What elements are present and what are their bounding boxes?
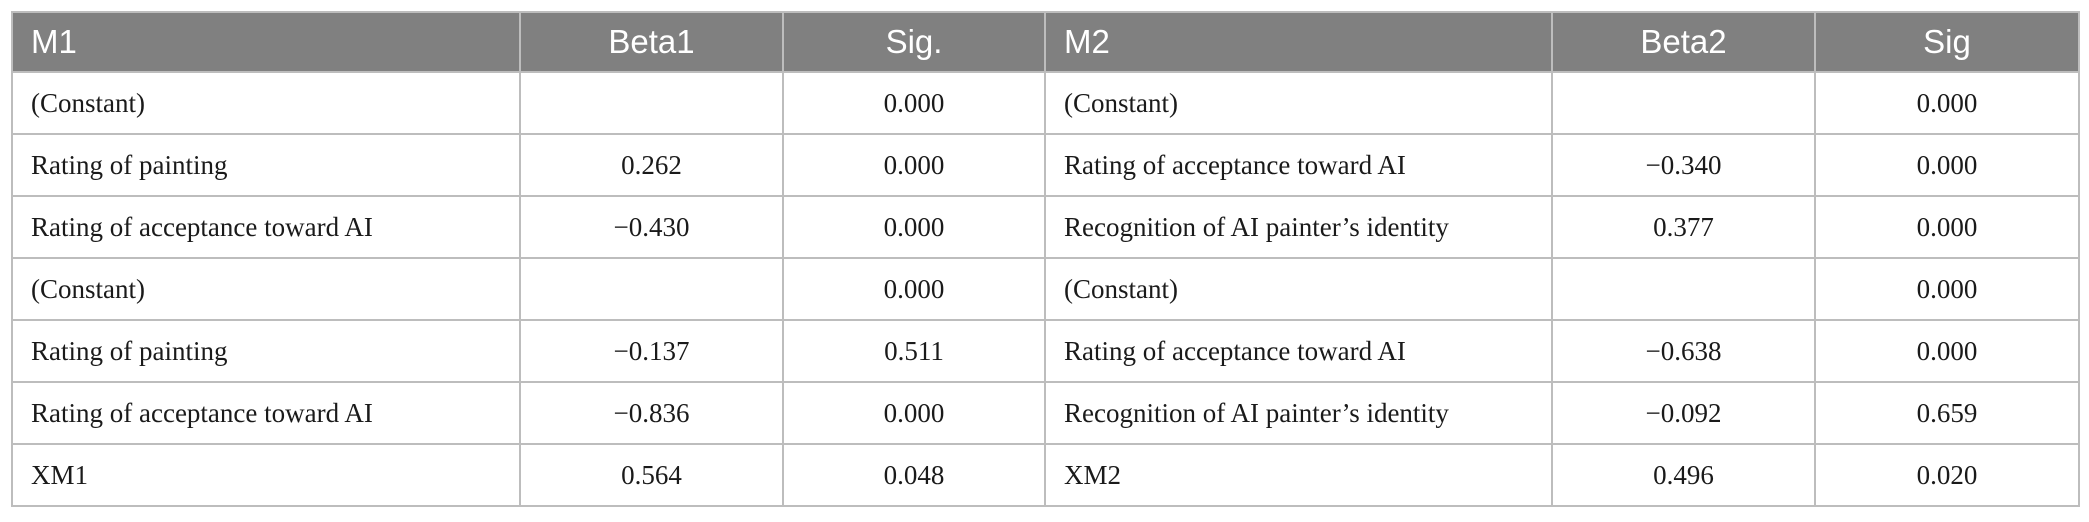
cell-beta1	[519, 71, 784, 135]
table-body: (Constant) 0.000 (Constant) 0.000 Rating…	[11, 71, 2080, 507]
cell-sig2: 0.659	[1814, 381, 2080, 445]
regression-table: M1 Beta1 Sig. M2 Beta2 Sig (Constant) 0.…	[11, 11, 2080, 507]
table-row: Rating of acceptance toward AI −0.836 0.…	[11, 381, 2080, 445]
cell-m2-variable: Recognition of AI painter’s identity	[1044, 195, 1553, 259]
header-sig1: Sig.	[782, 11, 1046, 73]
cell-m1-variable: Rating of acceptance toward AI	[11, 195, 521, 259]
table-row: Rating of acceptance toward AI −0.430 0.…	[11, 195, 2080, 259]
cell-m1-variable: Rating of painting	[11, 319, 521, 383]
cell-m2-variable: XM2	[1044, 443, 1553, 507]
table-row: Rating of painting 0.262 0.000 Rating of…	[11, 133, 2080, 197]
cell-beta1	[519, 257, 784, 321]
cell-sig2: 0.000	[1814, 133, 2080, 197]
header-sig2: Sig	[1814, 11, 2080, 73]
cell-sig1: 0.048	[782, 443, 1046, 507]
cell-sig1: 0.000	[782, 381, 1046, 445]
cell-beta1: 0.262	[519, 133, 784, 197]
regression-table-container: M1 Beta1 Sig. M2 Beta2 Sig (Constant) 0.…	[11, 11, 2080, 507]
cell-sig2: 0.000	[1814, 257, 2080, 321]
cell-beta2: 0.496	[1551, 443, 1816, 507]
cell-beta2	[1551, 71, 1816, 135]
header-beta2: Beta2	[1551, 11, 1816, 73]
cell-m2-variable: Rating of acceptance toward AI	[1044, 319, 1553, 383]
cell-m2-variable: (Constant)	[1044, 71, 1553, 135]
table-row: (Constant) 0.000 (Constant) 0.000	[11, 257, 2080, 321]
cell-m2-variable: Rating of acceptance toward AI	[1044, 133, 1553, 197]
table-row: (Constant) 0.000 (Constant) 0.000	[11, 71, 2080, 135]
cell-sig1: 0.511	[782, 319, 1046, 383]
table-row: XM1 0.564 0.048 XM2 0.496 0.020	[11, 443, 2080, 507]
cell-m2-variable: Recognition of AI painter’s identity	[1044, 381, 1553, 445]
cell-beta1: 0.564	[519, 443, 784, 507]
cell-beta2	[1551, 257, 1816, 321]
cell-m1-variable: XM1	[11, 443, 521, 507]
cell-beta1: −0.836	[519, 381, 784, 445]
cell-sig2: 0.000	[1814, 195, 2080, 259]
cell-beta2: −0.340	[1551, 133, 1816, 197]
cell-beta2: −0.638	[1551, 319, 1816, 383]
cell-beta1: −0.137	[519, 319, 784, 383]
cell-sig2: 0.000	[1814, 71, 2080, 135]
cell-m1-variable: Rating of painting	[11, 133, 521, 197]
header-m1: M1	[11, 11, 521, 73]
cell-m1-variable: (Constant)	[11, 71, 521, 135]
table-row: Rating of painting −0.137 0.511 Rating o…	[11, 319, 2080, 383]
cell-sig1: 0.000	[782, 195, 1046, 259]
cell-sig2: 0.020	[1814, 443, 2080, 507]
cell-beta2: −0.092	[1551, 381, 1816, 445]
cell-sig1: 0.000	[782, 71, 1046, 135]
header-row: M1 Beta1 Sig. M2 Beta2 Sig	[11, 11, 2080, 73]
cell-sig2: 0.000	[1814, 319, 2080, 383]
header-m2: M2	[1044, 11, 1553, 73]
cell-m1-variable: Rating of acceptance toward AI	[11, 381, 521, 445]
cell-sig1: 0.000	[782, 133, 1046, 197]
cell-m1-variable: (Constant)	[11, 257, 521, 321]
cell-beta1: −0.430	[519, 195, 784, 259]
cell-beta2: 0.377	[1551, 195, 1816, 259]
table-header: M1 Beta1 Sig. M2 Beta2 Sig	[11, 11, 2080, 73]
cell-sig1: 0.000	[782, 257, 1046, 321]
header-beta1: Beta1	[519, 11, 784, 73]
cell-m2-variable: (Constant)	[1044, 257, 1553, 321]
